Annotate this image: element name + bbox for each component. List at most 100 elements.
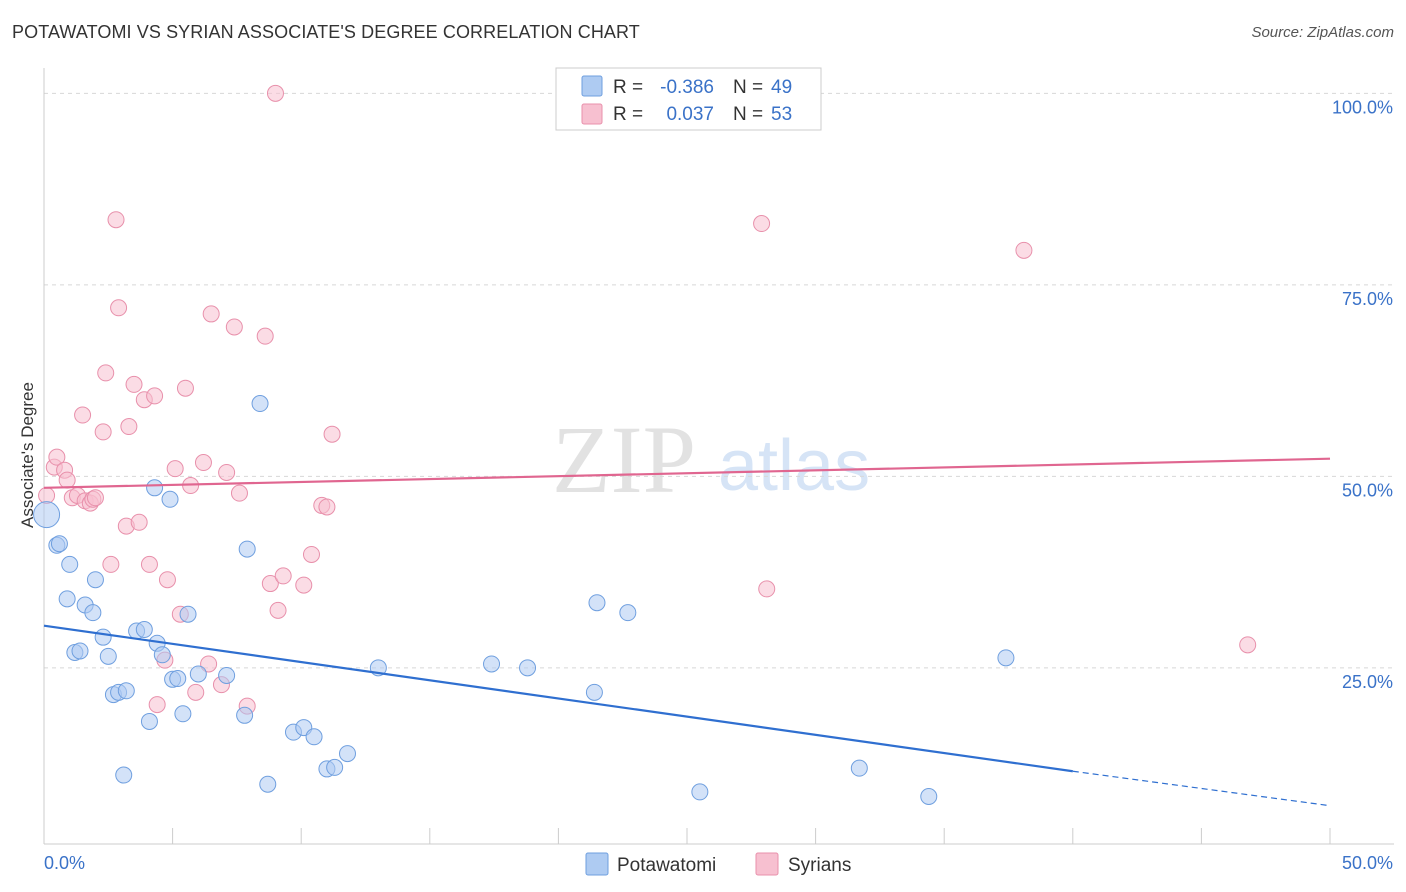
y-tick-label-1: 75.0% [1342,289,1393,309]
syrians-point-38 [230,484,248,502]
syrians-point-4 [58,471,76,489]
potawatomi-point-14 [117,682,135,700]
syrians-point-7 [74,406,92,424]
legend-r-value-potawatomi: -0.386 [660,77,714,98]
legend-n-label-2: N = [733,104,763,125]
syrians-point-11 [86,489,104,507]
x-ticks [43,828,1331,844]
syrians-point-46 [302,545,320,563]
syrians-trend-line [43,457,1331,489]
potawatomi-point-11 [99,647,117,665]
potawatomi-point-18 [140,712,158,730]
syrians-point-48 [318,498,336,516]
x-tick-labels: 0.0% 50.0% [44,853,1393,873]
syrians-point-51 [758,580,776,598]
potawatomi-point-48 [997,649,1015,667]
potawatomi-point-29 [236,706,254,724]
bottom-legend-syrians-label: Syrians [788,855,851,876]
potawatomi-point-19 [146,479,164,497]
syrians-point-50 [753,215,771,233]
potawatomi-point-41 [519,659,537,677]
syrians-point-23 [146,387,164,405]
potawatomi-point-0 [33,501,61,529]
potawatomi-point-8 [84,604,102,622]
syrians-point-0 [38,486,56,504]
watermark-atlas: atlas [718,426,870,506]
potawatomi-point-47 [920,788,938,806]
syrians-point-42 [269,601,287,619]
potawatomi-point-38 [338,745,356,763]
x-tick-label-1: 50.0% [1342,853,1393,873]
syrians-point-12 [94,423,112,441]
syrians-point-29 [176,379,194,397]
potawatomi-point-22 [161,490,179,508]
syrians-point-37 [225,318,243,336]
legend-r-label-2: R = [613,104,643,125]
legend-n-value-potawatomi: 49 [771,77,792,98]
syrians-point-44 [266,84,284,102]
chart-source: Source: ZipAtlas.com [1251,24,1394,41]
legend-n-value-syrians: 53 [771,104,792,125]
syrians-point-18 [120,418,138,436]
potawatomi-point-37 [326,758,344,776]
potawatomi-point-10 [94,628,112,646]
potawatomi-point-6 [71,642,89,660]
bottom-legend-potawatomi-label: Potawatomi [617,855,716,876]
syrians-point-34 [202,305,220,323]
y-tick-label-0: 100.0% [1332,97,1393,117]
syrians-point-16 [110,299,128,317]
potawatomi-point-25 [174,705,192,723]
potawatomi-point-46 [850,759,868,777]
potawatomi-point-30 [238,540,256,558]
legend-potawatomi-swatch [581,75,603,97]
syrians-point-20 [130,513,148,531]
potawatomi-point-27 [189,665,207,683]
potawatomi-point-4 [61,555,79,573]
bottom-legend-potawatomi-swatch [585,852,609,876]
potawatomi-point-28 [218,666,236,684]
potawatomi-trend-extension [1072,770,1331,807]
syrians-point-36 [218,463,236,481]
series-legend: Potawatomi Syrians [585,852,851,876]
legend-r-label-1: R = [613,77,643,98]
potawatomi-point-31 [251,395,269,413]
syrians-point-22 [140,555,158,573]
syrians-point-32 [194,454,212,472]
syrians-point-33 [200,655,218,673]
potawatomi-points [33,395,1015,806]
potawatomi-point-24 [169,670,187,688]
syrians-point-26 [158,571,176,589]
potawatomi-point-2 [50,535,68,553]
legend-n-label-1: N = [733,77,763,98]
syrians-point-27 [166,460,184,478]
syrians-point-2 [48,448,66,466]
y-tick-labels: 100.0% 75.0% 50.0% 25.0% [1332,97,1393,692]
potawatomi-point-35 [305,728,323,746]
grid-lines [44,92,1394,669]
potawatomi-point-43 [588,594,606,612]
trend-lines [43,457,1331,807]
y-axis-label: Associate's Degree [18,382,37,528]
potawatomi-point-9 [86,571,104,589]
syrians-point-53 [1239,636,1257,654]
correlation-legend: R = -0.386 N = 49 R = 0.037 N = 53 [555,67,822,131]
legend-r-value-syrians: 0.037 [666,104,714,125]
syrians-points [38,84,1257,715]
potawatomi-point-15 [115,766,133,784]
potawatomi-point-40 [483,655,501,673]
potawatomi-point-3 [58,590,76,608]
syrians-point-52 [1015,241,1033,259]
potawatomi-point-45 [691,783,709,801]
syrians-point-40 [256,327,274,345]
x-tick-label-0: 0.0% [44,853,85,873]
watermark-zip: ZIP [552,406,696,513]
y-tick-label-2: 50.0% [1342,480,1393,500]
syrians-point-24 [148,696,166,714]
potawatomi-point-42 [585,683,603,701]
potawatomi-point-44 [619,604,637,622]
syrians-point-43 [274,567,292,585]
syrians-point-45 [295,576,313,594]
syrians-point-19 [125,375,143,393]
legend-syrians-swatch [581,103,603,125]
